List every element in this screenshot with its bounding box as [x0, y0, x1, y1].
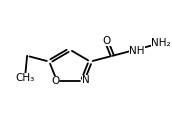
Text: O: O [51, 76, 59, 86]
Text: N: N [82, 75, 89, 85]
Text: NH: NH [129, 46, 144, 56]
Text: NH₂: NH₂ [151, 38, 171, 48]
Text: CH₃: CH₃ [15, 72, 34, 83]
Text: O: O [103, 36, 111, 46]
